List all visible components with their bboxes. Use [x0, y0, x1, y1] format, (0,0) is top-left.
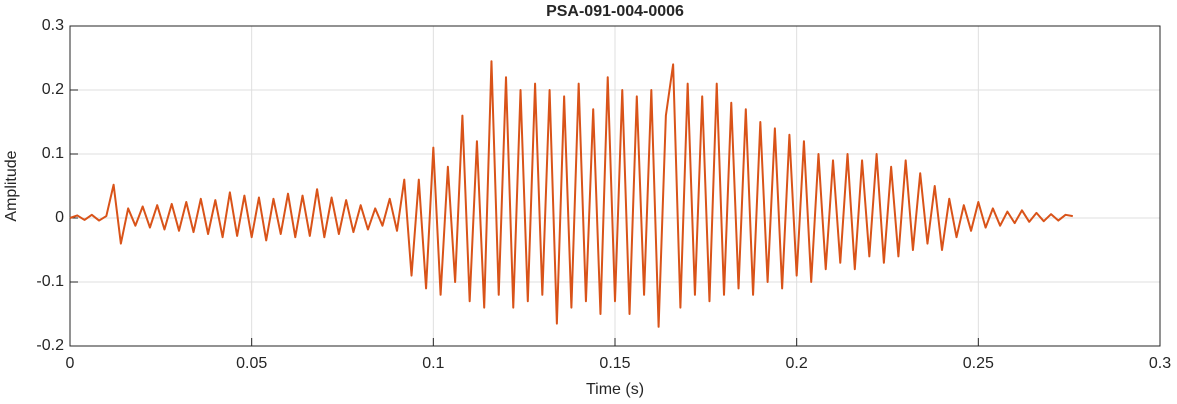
axes-box: [69, 25, 1161, 347]
chart-title: PSA-091-004-0006: [546, 3, 684, 20]
y-tick-label: 0.3: [42, 17, 64, 34]
y-tick-label: 0.2: [42, 81, 64, 98]
x-tick-label: 0.25: [963, 355, 994, 372]
y-tick-label: 0: [55, 209, 64, 226]
x-tick-label: 0.2: [786, 355, 808, 372]
y-tick-label: 0.1: [42, 145, 64, 162]
x-tick-label: 0.05: [236, 355, 267, 372]
x-tick-label: 0.15: [599, 355, 630, 372]
x-axis-label: Time (s): [586, 381, 644, 398]
waveform-line: [69, 60, 1073, 328]
y-axis-label: Amplitude: [3, 150, 20, 221]
x-tick-label: 0: [66, 355, 75, 372]
x-tick-label: 0.1: [422, 355, 444, 372]
y-tick-label: -0.2: [36, 337, 64, 354]
x-tick-label: 0.3: [1149, 355, 1171, 372]
y-tick-label: -0.1: [36, 273, 64, 290]
